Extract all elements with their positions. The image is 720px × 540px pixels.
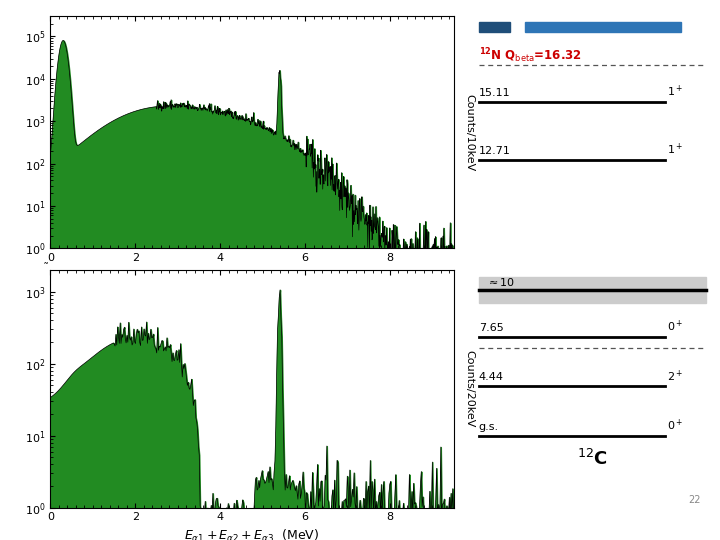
Text: 1$^+$: 1$^+$ [667, 84, 683, 99]
X-axis label: $E_{\alpha1}+E_{\alpha2}+E_{\alpha3}$  (MeV): $E_{\alpha1}+E_{\alpha2}+E_{\alpha3}$ (M… [184, 528, 320, 540]
Text: 0$^+$: 0$^+$ [667, 319, 683, 334]
Text: 7.65: 7.65 [479, 322, 503, 333]
Text: 2$^+$: 2$^+$ [667, 368, 683, 383]
Text: 12.71: 12.71 [479, 146, 510, 157]
Text: g.s.: g.s. [479, 422, 499, 433]
Text: Counts/20keV: Counts/20keV [464, 350, 474, 428]
Bar [479, 277, 706, 303]
Text: 4.44: 4.44 [479, 373, 504, 382]
Text: 0$^+$: 0$^+$ [667, 418, 683, 434]
Text: 1$^+$: 1$^+$ [667, 142, 683, 158]
Text: 15.11: 15.11 [479, 89, 510, 98]
Text: Counts/10keV: Counts/10keV [464, 93, 474, 171]
Text: $\tilde{}$: $\tilde{}$ [44, 257, 50, 267]
Text: $^{12}$C: $^{12}$C [577, 449, 608, 469]
X-axis label: $E_{\alpha1}+E_{\alpha2}+E_{\alpha3}$  (MeV): $E_{\alpha1}+E_{\alpha2}+E_{\alpha3}$ (M… [184, 269, 320, 285]
Bar [479, 22, 510, 32]
Text: $^{\bf 12}$$\bf{N}$ Q$_{\rm beta}$=16.32: $^{\bf 12}$$\bf{N}$ Q$_{\rm beta}$=16.32 [479, 46, 582, 65]
Text: $\approx$10: $\approx$10 [486, 276, 515, 288]
Text: 22: 22 [688, 495, 701, 505]
Bar [525, 22, 681, 32]
